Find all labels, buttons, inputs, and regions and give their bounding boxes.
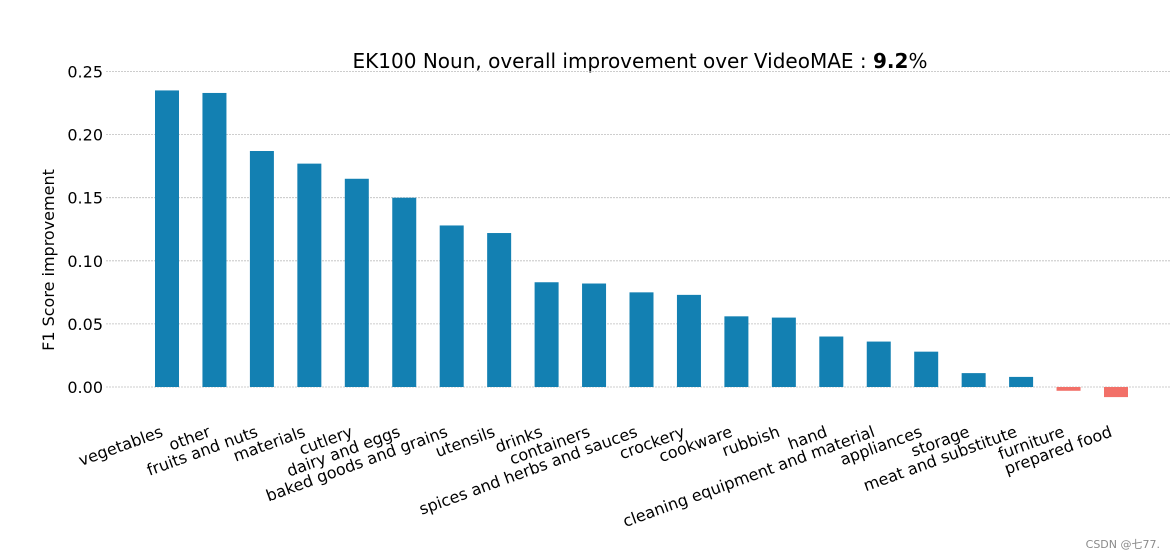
chart-title: EK100 Noun, overall improvement over Vid… <box>353 49 928 73</box>
bar <box>1056 387 1081 391</box>
y-tick-label: 0.00 <box>67 378 103 397</box>
bar <box>534 282 559 387</box>
grid-lines <box>106 71 1170 388</box>
y-tick-labels: 0.00 0.05 0.10 0.15 0.20 0.25 <box>67 63 103 398</box>
bar <box>724 316 749 387</box>
watermark: CSDN @七77. <box>1085 538 1160 551</box>
chart-title-value: 9.2 <box>873 49 908 73</box>
bar <box>914 351 939 387</box>
bar <box>202 92 227 387</box>
bar <box>582 283 607 387</box>
chart-title-suffix: % <box>908 49 927 73</box>
bar <box>771 317 796 387</box>
bar <box>297 163 322 387</box>
y-tick-label: 0.25 <box>67 63 103 82</box>
bar <box>249 151 274 387</box>
bar <box>439 225 464 387</box>
bar <box>819 336 844 387</box>
bar <box>676 294 701 387</box>
bar <box>155 90 179 388</box>
bars <box>155 90 1128 398</box>
y-tick-label: 0.15 <box>67 189 103 208</box>
bar <box>1104 387 1128 398</box>
bar <box>1009 376 1034 387</box>
bar <box>392 197 417 387</box>
y-tick-label: 0.20 <box>67 126 103 145</box>
bar <box>344 178 369 387</box>
bar <box>961 373 986 387</box>
bar <box>629 292 654 387</box>
y-tick-label: 0.10 <box>67 252 103 271</box>
chart-title-prefix: EK100 Noun, overall improvement over Vid… <box>353 49 873 73</box>
y-axis-label: F1 Score improvement <box>39 169 58 351</box>
y-tick-label: 0.05 <box>67 315 103 334</box>
bar <box>866 341 891 387</box>
bar <box>487 233 512 387</box>
